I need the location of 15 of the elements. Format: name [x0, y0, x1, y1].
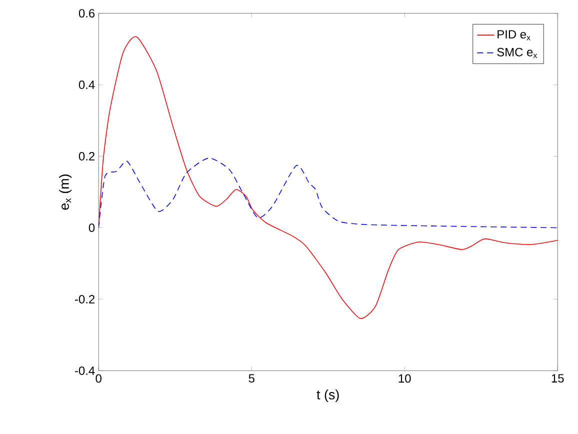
y-tick-label: 0.2: [78, 152, 94, 160]
x-tick-label: 5: [248, 374, 254, 383]
y-tick-label: 0: [88, 224, 95, 232]
y-tick-label: 0.4: [78, 80, 95, 90]
x-tick-label: 15: [552, 374, 564, 383]
y-tick-label: -0.2: [75, 294, 94, 304]
legend-label: SMC e$_{x}$: [497, 48, 538, 58]
y-tick-label: -0.4: [75, 366, 95, 375]
legend-label: PID e$_{x}$: [498, 30, 530, 40]
y-tick-label: 0.6: [78, 9, 95, 18]
x-tick-label: 0: [96, 374, 102, 383]
line-series: [98, 158, 558, 228]
x-axis-title: t (s): [316, 390, 339, 402]
y-axis-title: e$_{x}$ (m): [59, 174, 72, 210]
x-tick-label: 10: [398, 374, 411, 383]
